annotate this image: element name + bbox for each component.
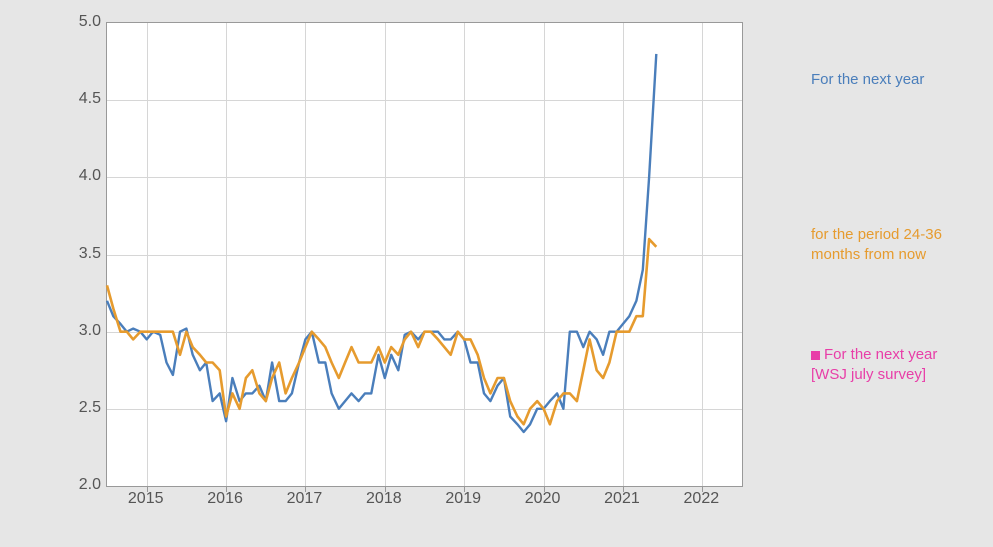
chart-container: econbrowser.com NY Fed consumer survey i…	[56, 10, 926, 540]
x-tick-label: 2015	[128, 490, 164, 508]
series-label-next-year: For the next year	[811, 70, 946, 90]
series-label-wsj: For the next year [WSJ july survey]	[811, 345, 946, 384]
x-tick-label: 2020	[525, 490, 561, 508]
plot-area	[106, 22, 743, 487]
series-label-24-36-months: for the period 24-36 months from now	[811, 225, 946, 264]
x-tick-label: 2018	[366, 490, 402, 508]
line-series-svg	[107, 23, 742, 486]
y-tick-label: 3.5	[61, 245, 101, 263]
y-tick-label: 2.0	[61, 476, 101, 494]
y-tick-label: 4.5	[61, 90, 101, 108]
x-tick-label: 2016	[207, 490, 243, 508]
y-tick-label: 3.0	[61, 322, 101, 340]
series-line-for_next_year	[107, 54, 656, 432]
y-tick-label: 5.0	[61, 13, 101, 31]
x-tick-label: 2022	[684, 490, 720, 508]
x-tick-label: 2021	[604, 490, 640, 508]
x-tick-label: 2019	[445, 490, 481, 508]
y-tick-label: 2.5	[61, 399, 101, 417]
y-tick-label: 4.0	[61, 167, 101, 185]
x-tick-label: 2017	[287, 490, 323, 508]
